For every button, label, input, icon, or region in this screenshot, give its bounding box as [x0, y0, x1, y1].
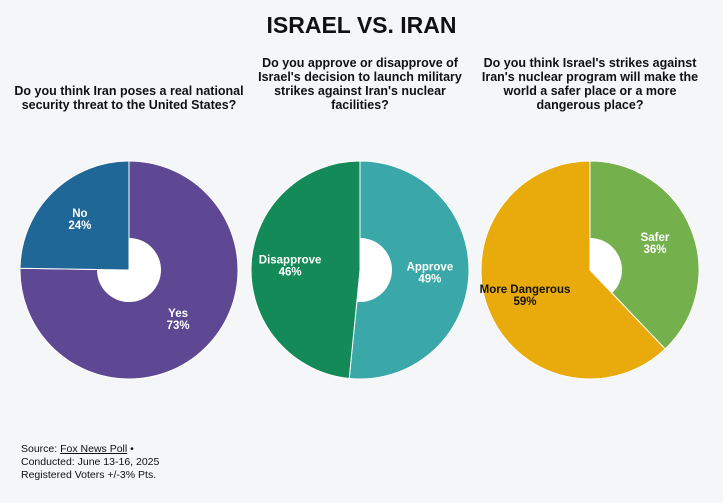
- slice: [19, 160, 130, 271]
- slice-value-label: 24%: [68, 220, 91, 232]
- question: Do you approve or disapprove of Israel's…: [258, 56, 462, 112]
- slice: [480, 160, 666, 380]
- slice: [348, 160, 470, 380]
- conducted: Conducted: June 13-16, 2025: [21, 456, 160, 468]
- slice-category: More Dangerous: [480, 284, 571, 296]
- slice-value-label: 46%: [279, 267, 302, 279]
- slice-value-label: 49%: [418, 274, 441, 286]
- slice-category: Approve: [407, 262, 454, 274]
- source-link[interactable]: Fox News Poll: [60, 443, 128, 455]
- source-prefix: Source:: [21, 443, 58, 455]
- slice: [589, 160, 700, 350]
- slice-value-label: 59%: [513, 296, 536, 308]
- question: Do you think Iran poses a real national …: [14, 84, 244, 112]
- source-line: Source: Fox News Poll •: [21, 443, 159, 456]
- source-note: Source: Fox News Poll • Conducted: June …: [21, 443, 159, 482]
- question: Do you think Israel's strikes against Ir…: [481, 56, 699, 112]
- slice-category: Disapprove: [259, 255, 322, 267]
- slice-category: No: [72, 208, 87, 220]
- slice: [250, 160, 361, 380]
- slice-value-label: 73%: [167, 320, 190, 332]
- slice-category: Yes: [168, 308, 188, 320]
- source-suffix: •: [130, 443, 134, 455]
- slice-category: Safer: [641, 232, 670, 244]
- page-title: ISRAEL VS. IRAN: [266, 12, 457, 38]
- slice-value-label: 36%: [643, 244, 666, 256]
- voters: Registered Voters +/-3% Pts.: [21, 469, 157, 481]
